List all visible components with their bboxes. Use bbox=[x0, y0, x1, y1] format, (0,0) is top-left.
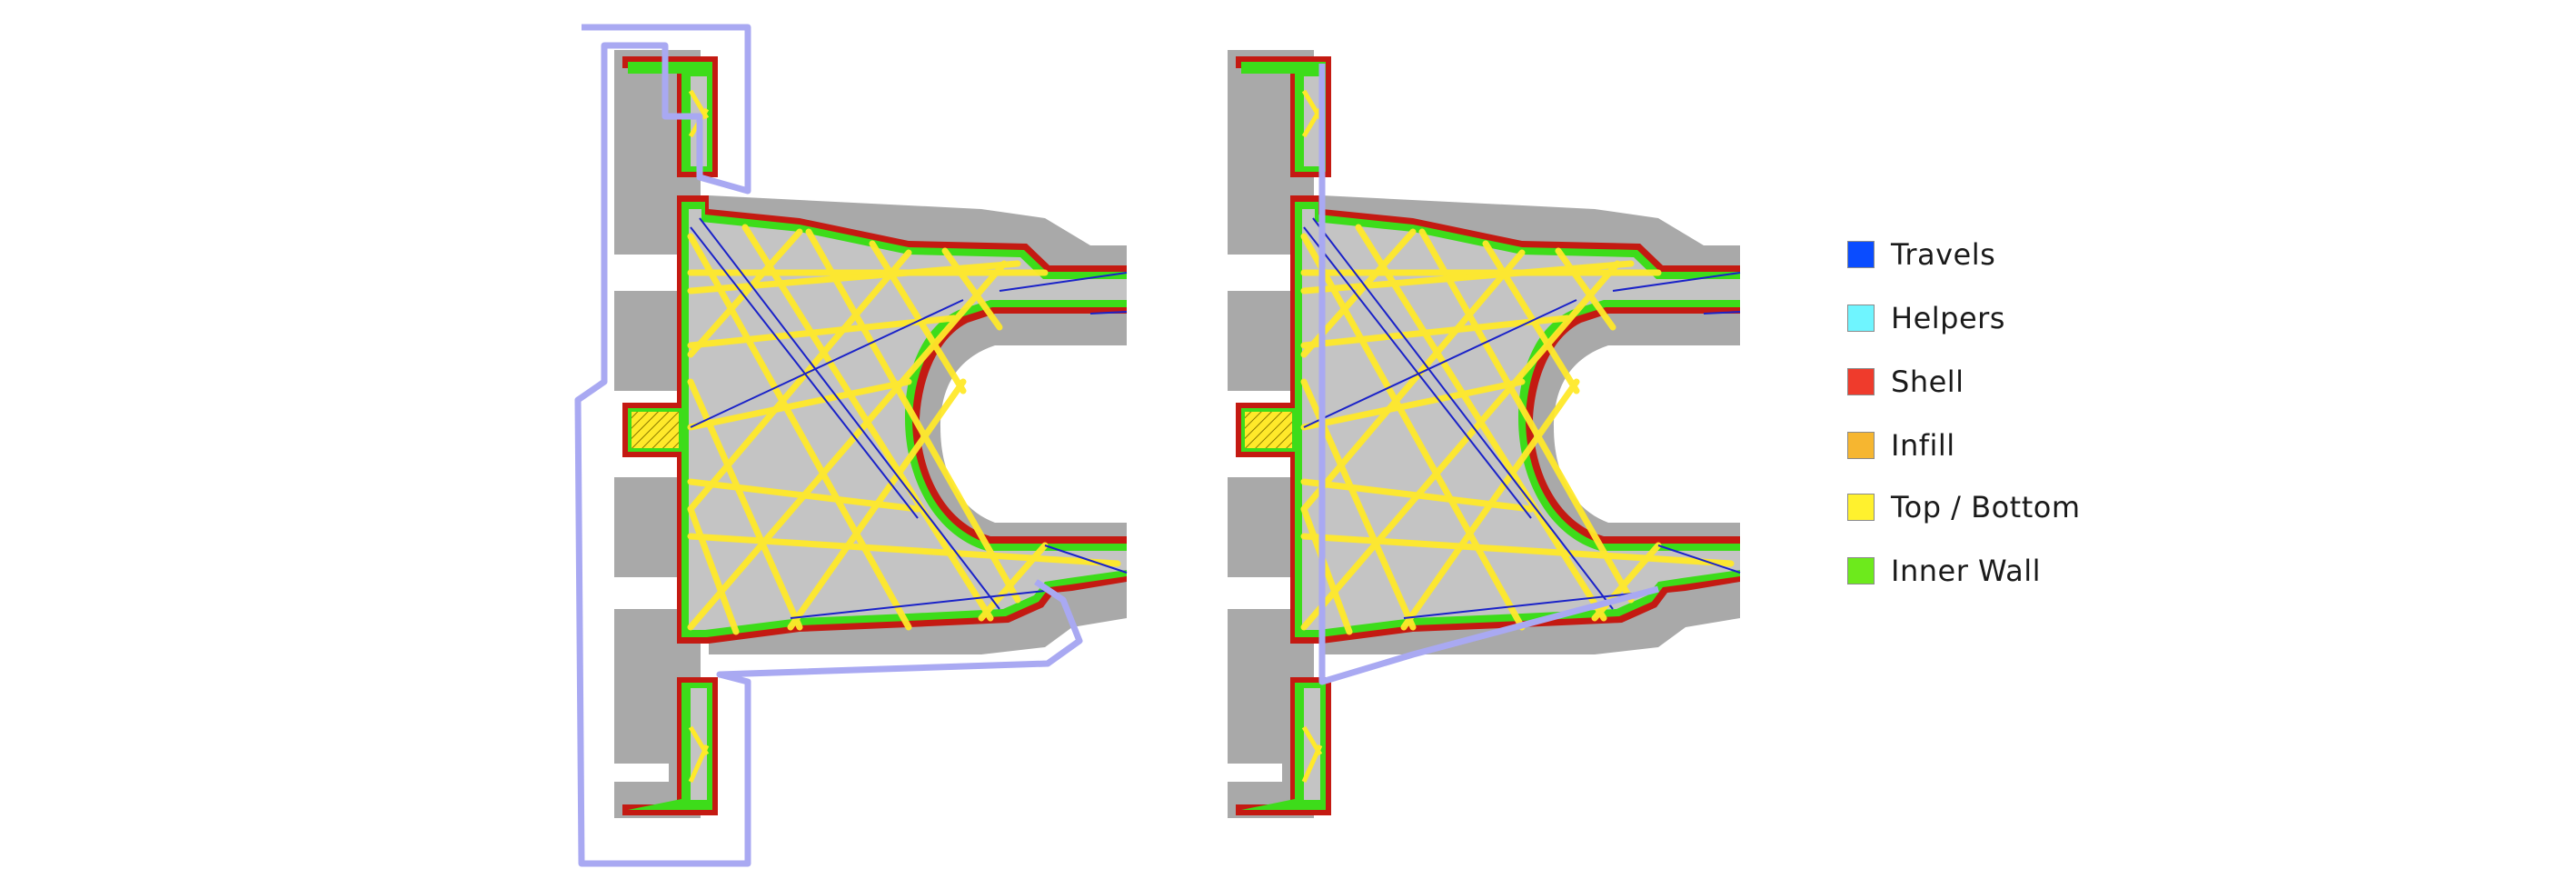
skirt-connector bbox=[1318, 64, 1659, 685]
legend-label: Shell bbox=[1891, 365, 1964, 399]
legend-item-infill: Infill bbox=[1847, 428, 1955, 463]
legend-item-top-bottom: Top / Bottom bbox=[1847, 490, 2081, 524]
shell-swatch bbox=[1847, 368, 1875, 395]
top-bottom-swatch bbox=[1847, 494, 1875, 521]
infill-swatch bbox=[1847, 432, 1875, 459]
legend-item-shell: Shell bbox=[1847, 365, 1964, 399]
legend-item-inner-wall: Inner Wall bbox=[1847, 554, 2041, 588]
legend-item-helpers: Helpers bbox=[1847, 301, 2005, 335]
legend-label: Infill bbox=[1891, 428, 1955, 463]
left-slice-view bbox=[574, 24, 1127, 867]
right-slice-view bbox=[1228, 50, 1740, 818]
legend-item-travels: Travels bbox=[1847, 237, 1996, 272]
inner-wall-swatch bbox=[1847, 557, 1875, 584]
legend-label: Top / Bottom bbox=[1891, 490, 2081, 524]
helpers-swatch bbox=[1847, 305, 1875, 332]
legend-label: Helpers bbox=[1891, 301, 2005, 335]
legend-label: Inner Wall bbox=[1891, 554, 2041, 588]
travels-swatch bbox=[1847, 241, 1875, 268]
skirt-outline bbox=[574, 24, 1083, 867]
legend-label: Travels bbox=[1891, 237, 1996, 272]
